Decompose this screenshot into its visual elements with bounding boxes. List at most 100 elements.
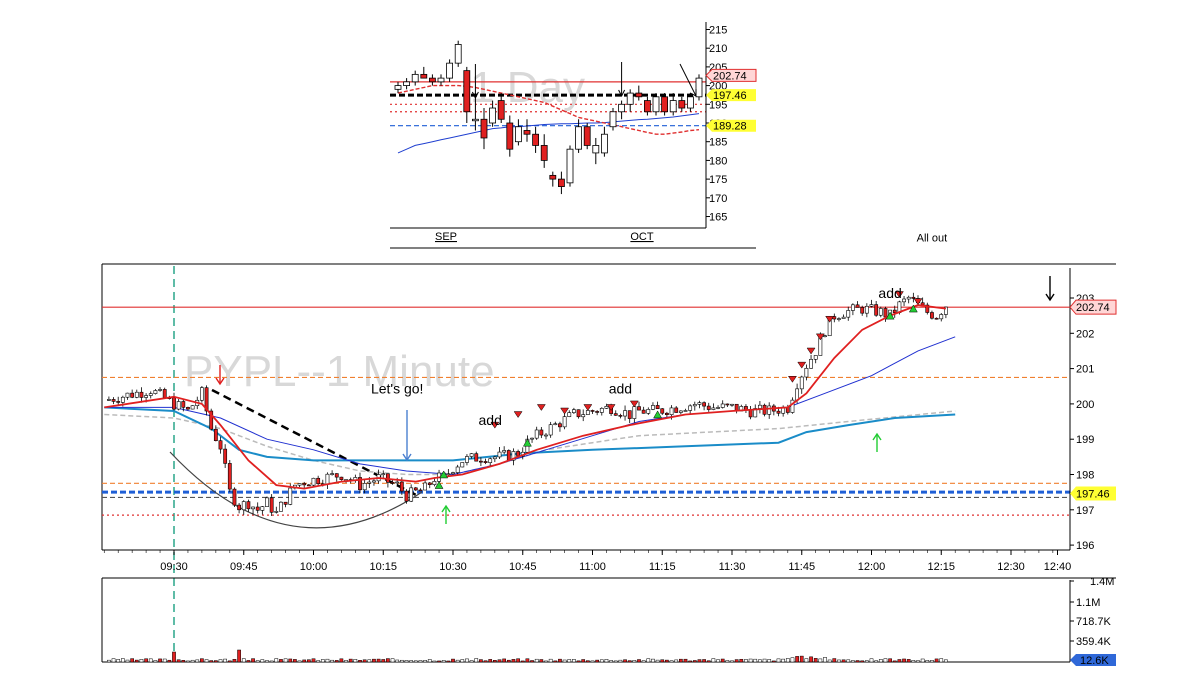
volume-bar-91 (530, 660, 534, 663)
volume-bar-18 (190, 659, 195, 663)
intraday-xtick-label-7: 11:15 (649, 561, 676, 573)
intraday-level-label-1: 197.46 (1076, 489, 1110, 501)
daily-ytick-label-0: 215 (709, 24, 727, 36)
volume-bar-44 (311, 658, 316, 663)
intraday-level-tag-0 (1069, 299, 1117, 315)
daily-candle-27 (626, 92, 634, 105)
daily-candle-5 (437, 77, 445, 83)
daily-candle-1 (403, 81, 411, 86)
intraday-level-label-0: 202.74 (1076, 302, 1110, 314)
intraday-candle-139 (753, 408, 758, 418)
intraday-candle-63 (399, 481, 404, 492)
daily-ytick-label-1: 210 (709, 43, 727, 55)
volume-bar-26 (227, 660, 232, 663)
intraday-candle-99 (567, 412, 572, 417)
all-out-arrow-head (1045, 293, 1055, 302)
annotation-1: add (479, 412, 502, 428)
volume-bar-98 (562, 659, 567, 663)
volume-bar-51 (344, 660, 348, 663)
volume-bar-62 (395, 659, 400, 663)
buy-marker-1 (439, 470, 449, 479)
volume-bar-138 (748, 658, 753, 663)
intraday-moving-averages (104, 336, 956, 476)
volume-bar-149 (799, 655, 804, 663)
intraday-candle-81 (483, 461, 488, 463)
daily-candle-17 (540, 145, 548, 161)
sell-marker-8 (797, 361, 807, 369)
volume-bar-159 (846, 659, 851, 663)
intraday-xtick-label-0: 09:30 (160, 561, 188, 573)
volume-bar-39 (288, 658, 293, 663)
lets-go-arrow-head (402, 453, 412, 462)
volume-bar-78 (469, 660, 474, 663)
volume-bar-37 (279, 659, 283, 663)
volume-bar-165 (874, 660, 878, 663)
intraday-candle-122 (674, 407, 679, 413)
intraday-candle-127 (697, 402, 702, 405)
volume-bar-58 (376, 658, 381, 663)
volume-bar-17 (186, 660, 190, 663)
daily-candle-8 (463, 70, 471, 113)
volume-bar-77 (465, 658, 469, 663)
daily-candle-0 (394, 85, 402, 90)
volume-bar-65 (409, 660, 413, 663)
intraday-candle-21 (204, 387, 209, 412)
daily-candle-10 (480, 118, 488, 139)
volume-bar-48 (330, 659, 334, 663)
intraday-candle-150 (804, 367, 809, 378)
volume-bar-109 (613, 660, 618, 663)
daily-candle-34 (687, 96, 694, 109)
volume-bar-64 (404, 660, 409, 663)
volume-bar-14 (172, 651, 176, 663)
volume-bar-75 (455, 659, 460, 663)
volume-bar-81 (483, 660, 488, 663)
volume-bar-176 (925, 660, 930, 663)
intraday-chart: PYPL--1 Minute Let's go! add add add All out… (101, 233, 1117, 662)
intraday-candle-5 (130, 392, 135, 398)
red-down-arrow-head (215, 377, 225, 386)
daily-candle-28 (635, 92, 643, 98)
volume-bar-56 (367, 659, 372, 663)
volume-bar-179 (939, 658, 944, 663)
intraday-ytick-label-6: 197 (1076, 505, 1094, 517)
intraday-xtick-label-3: 10:15 (369, 561, 397, 573)
intraday-candle-55 (362, 483, 367, 491)
intraday-ytick-label-3: 200 (1076, 399, 1094, 411)
buy-marker-2 (522, 438, 532, 447)
intraday-candle-66 (413, 487, 418, 491)
intraday-candle-96 (553, 423, 558, 426)
intraday-candle-23 (213, 428, 218, 441)
volume-last-label: 12.6K (1080, 655, 1109, 667)
volume-bar-60 (386, 658, 390, 663)
volume-bar-101 (576, 660, 581, 663)
intraday-candle-35 (269, 497, 274, 513)
volume-bar-154 (823, 657, 827, 663)
intraday-candle-119 (660, 408, 665, 414)
intraday-candle-42 (302, 483, 307, 486)
intraday-candle-65 (409, 487, 414, 502)
volume-bar-41 (297, 660, 302, 663)
sell-marker-7 (787, 376, 797, 383)
daily-candle-33 (678, 100, 686, 109)
daily-ytick-label-6: 185 (709, 137, 727, 149)
daily-candle-26 (618, 103, 625, 113)
volume-bar-73 (446, 660, 451, 663)
volume-bar-19 (195, 659, 200, 663)
daily-candle-22 (583, 126, 591, 146)
volume-bar-92 (534, 658, 539, 663)
intraday-candle-57 (372, 480, 376, 483)
volume-bar-173 (911, 660, 916, 663)
intraday-ytick-label-4: 199 (1076, 434, 1094, 446)
intraday-level-tags: 202.74 197.46 (1069, 299, 1117, 501)
volume-bar-84 (497, 659, 502, 663)
volume-bar-59 (381, 659, 386, 663)
volume-bar-119 (660, 659, 665, 663)
daily-arrow-shaft-2 (679, 63, 697, 97)
volume-bar-95 (548, 658, 553, 663)
daily-candle-19 (558, 178, 565, 187)
volume-bar-1 (111, 658, 116, 663)
intraday-ma-blue (104, 336, 956, 476)
intraday-candle-11 (158, 389, 162, 391)
intraday-candle-24 (218, 440, 223, 450)
intraday-candle-74 (451, 472, 455, 475)
